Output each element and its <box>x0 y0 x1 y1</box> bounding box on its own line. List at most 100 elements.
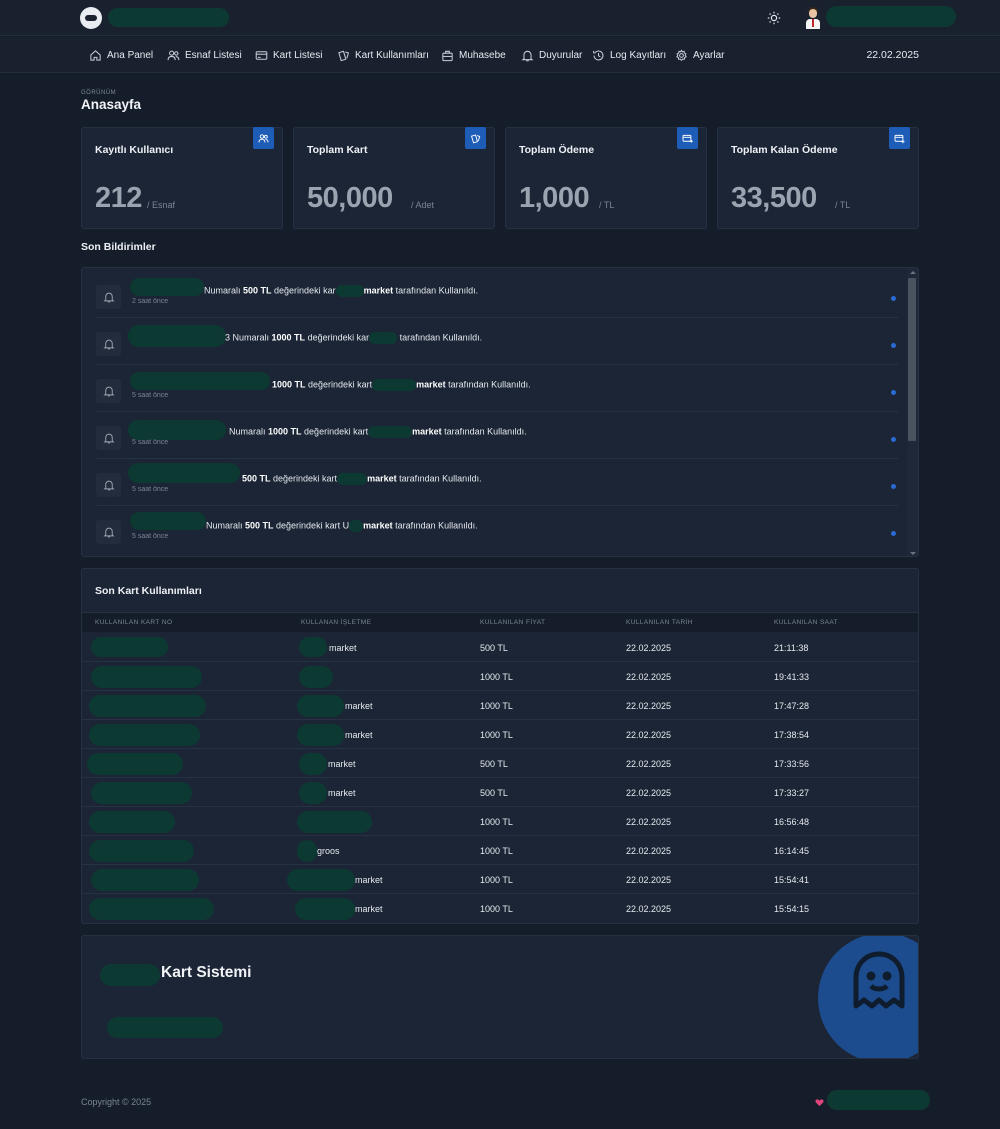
business-name-redacted <box>295 898 355 920</box>
table-row[interactable]: groos 1000 TL 22.02.2025 16:14:45 <box>82 836 918 865</box>
promo-title: Kart Sistemi <box>161 964 252 981</box>
author-redacted[interactable] <box>827 1090 930 1110</box>
unread-dot <box>891 484 896 489</box>
cards-icon <box>338 50 350 61</box>
stat-unit: / TL <box>599 200 615 210</box>
card-icon <box>255 50 268 60</box>
table-row[interactable]: market 1000 TL 22.02.2025 17:47:28 <box>82 691 918 720</box>
stat-value: 212 <box>95 182 142 214</box>
date-cell: 22.02.2025 <box>626 643 672 653</box>
page-title: Anasayfa <box>81 97 142 112</box>
time-cell: 17:38:54 <box>774 730 810 740</box>
business-name-redacted <box>287 869 355 891</box>
bell-icon <box>96 285 121 309</box>
notification-time: 5 saat önce <box>132 533 169 540</box>
nav-item-log-kayitlari[interactable]: Log Kayıtları <box>592 37 666 73</box>
column-header: KULLANILAN SAAT <box>774 619 839 626</box>
nav-label: Kart Kullanımları <box>355 49 429 61</box>
time-cell: 16:14:45 <box>774 846 810 856</box>
column-header: KULLANAN İŞLETME <box>301 619 372 626</box>
stat-value: 50,000 <box>307 182 393 214</box>
promo-brand-redacted <box>100 964 160 986</box>
business-cell: market <box>355 904 383 914</box>
column-header: KULLANILAN TARİH <box>626 619 693 626</box>
time-cell: 15:54:41 <box>774 875 810 885</box>
notifications-scrollbar[interactable] <box>907 268 918 556</box>
card-number-redacted <box>89 840 194 862</box>
table-title: Son Kart Kullanımları <box>95 585 202 597</box>
card-number-redacted <box>89 811 175 833</box>
bell-icon <box>96 473 121 497</box>
table-row[interactable]: market 1000 TL 22.02.2025 17:38:54 <box>82 720 918 749</box>
promo-subtitle-redacted <box>107 1017 223 1038</box>
notification-text: Numaralı 500 TL değerindeki kar market ta… <box>204 285 479 297</box>
notification-time: 5 saat önce <box>132 439 169 446</box>
nav-item-kart-listesi[interactable]: Kart Listesi <box>255 37 322 73</box>
card-number-redacted <box>87 753 183 775</box>
card-number-redacted <box>91 782 192 804</box>
date-cell: 22.02.2025 <box>626 846 672 856</box>
list-item[interactable]: Numaralı 500 TL değerindeki kar market ta… <box>96 271 898 318</box>
users-icon <box>253 127 274 149</box>
user-avatar-icon[interactable] <box>803 7 823 29</box>
sun-icon[interactable] <box>767 11 781 25</box>
column-header: KULLANILAN FİYAT <box>480 619 546 626</box>
list-item[interactable]: Numaralı 1000 TL değerindeki kart market … <box>96 412 898 459</box>
notification-time: 5 saat önce <box>132 486 169 493</box>
nav-item-kart-kullanimlari[interactable]: Kart Kullanımları <box>337 37 429 73</box>
business-name-redacted <box>297 695 344 717</box>
business-cell: market <box>345 730 373 740</box>
notification-text: 3 Numaralı 1000 TL değerindeki kar taraf… <box>225 332 483 344</box>
business-cell: market <box>328 788 356 798</box>
list-item[interactable]: 1000 TL değerindeki kart market tarafında… <box>96 365 898 412</box>
stat-card-remaining: Toplam Kalan Ödeme 33,500 / TL <box>717 127 919 229</box>
nav-item-esnaf-listesi[interactable]: Esnaf Listesi <box>167 37 242 73</box>
table-row[interactable]: market 500 TL 22.02.2025 17:33:56 <box>82 749 918 778</box>
nav-item-muhasebe[interactable]: Muhasebe <box>441 37 506 73</box>
table-row[interactable]: market 500 TL 22.02.2025 17:33:27 <box>82 778 918 807</box>
card-number-redacted <box>89 695 206 717</box>
stat-value: 33,500 <box>731 182 817 214</box>
date-cell: 22.02.2025 <box>626 788 672 798</box>
nav-item-ana-panel[interactable]: Ana Panel <box>89 37 153 73</box>
table-row[interactable]: 1000 TL 22.02.2025 16:56:48 <box>82 807 918 836</box>
price-cell: 1000 TL <box>480 904 513 914</box>
time-cell: 19:41:33 <box>774 672 810 682</box>
scroll-down-arrow[interactable] <box>910 552 916 555</box>
card-number-redacted <box>130 512 206 530</box>
users-icon <box>167 50 180 60</box>
date-cell: 22.02.2025 <box>626 730 672 740</box>
list-item[interactable]: 3 Numaralı 1000 TL değerindeki kar taraf… <box>96 318 898 365</box>
nav-item-duyurular[interactable]: Duyurular <box>521 37 582 73</box>
main-nav: Ana Panel Esnaf Listesi Kart Listesi Kar… <box>0 37 1000 73</box>
time-cell: 17:33:27 <box>774 788 810 798</box>
list-item[interactable]: 500 TL değerindeki kart market tarafından… <box>96 459 898 506</box>
business-name-redacted <box>299 637 327 657</box>
table-row[interactable]: 1000 TL 22.02.2025 19:41:33 <box>82 662 918 691</box>
card-export-icon <box>677 127 698 149</box>
copyright-text: Copyright © 2025 <box>81 1097 152 1107</box>
unread-dot <box>891 296 896 301</box>
bell-icon <box>96 520 121 544</box>
user-name-redacted[interactable] <box>826 6 956 27</box>
notifications-list[interactable]: Numaralı 500 TL değerindeki kar market ta… <box>81 267 919 557</box>
ghost-icon <box>853 951 905 1009</box>
stat-unit: / Esnaf <box>147 200 176 210</box>
price-cell: 1000 TL <box>480 701 513 711</box>
scroll-up-arrow[interactable] <box>910 271 916 274</box>
table-row[interactable]: market 1000 TL 22.02.2025 15:54:15 <box>82 894 918 923</box>
gear-icon <box>676 48 687 61</box>
table-row[interactable]: market 500 TL 22.02.2025 21:11:38 <box>82 633 918 662</box>
bell-icon <box>96 332 121 356</box>
scroll-thumb[interactable] <box>908 278 916 441</box>
nav-item-ayarlar[interactable]: Ayarlar <box>675 37 725 73</box>
table-row[interactable]: market 1000 TL 22.02.2025 15:54:41 <box>82 865 918 894</box>
business-name-redacted <box>297 840 317 862</box>
notification-time: 2 saat önce <box>132 298 169 305</box>
card-add-icon <box>889 127 910 149</box>
ghost-logo-icon[interactable] <box>80 7 102 29</box>
business-cell: market <box>345 701 373 711</box>
business-name-redacted <box>297 724 344 746</box>
notification-time: 5 saat önce <box>132 392 169 399</box>
